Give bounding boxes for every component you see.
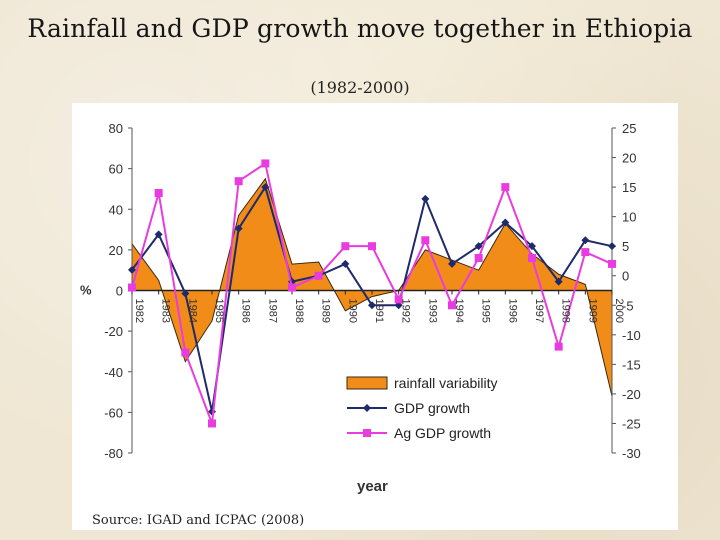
gdp-growth-point [368,301,376,310]
gdp-growth-point [554,277,563,286]
x-axis-year-label: 1998 [560,299,572,323]
gdp-growth-point [448,259,456,268]
x-axis-year-label: 1999 [586,299,598,323]
ag-gdp-growth-point [154,189,163,197]
ag-gdp-growth-point [261,159,270,168]
gdp-growth-point [501,218,510,227]
ag-gdp-growth-point [528,254,536,262]
gdp-growth-point [341,259,350,268]
x-axis-year-label: 1982 [133,299,145,323]
ag-gdp-growth-point [368,242,376,251]
left-axis-tick-label: -60 [104,405,123,420]
x-axis-year-label: 1994 [453,299,465,323]
gdp-growth-point [181,289,190,298]
gdp-growth-point [528,242,536,251]
chart-panel: 80 60 40 20 0 -20 -40 -60 -80 25 20 15 10 5 0 -5 -10 -15 -… [72,103,678,530]
x-axis-year-label: 1986 [240,299,252,323]
gdp-growth-point [581,236,590,245]
x-axis-label: year [357,478,388,495]
x-axis-year-label: 1989 [320,299,332,323]
x-axis-year-label: 1987 [266,299,278,323]
gdp-growth-point [421,194,430,203]
ag-gdp-growth-point [581,248,590,257]
left-axis-tick-label: 40 [109,202,123,217]
left-axis-tick-label: -80 [104,446,123,461]
legend-label-gdp-growth: GDP growth [394,400,470,416]
legend-marker-ag-gdp-growth [363,429,371,437]
gdp-growth-point [474,242,483,251]
x-axis-year-label: 1990 [346,299,358,323]
ag-gdp-growth-point [341,242,350,251]
x-axis-year-label: 1996 [506,299,518,323]
page-title: Rainfall and GDP growth move together in… [27,14,693,43]
ag-gdp-growth-point [128,283,136,292]
x-axis-year-label: 1992 [400,299,412,323]
ag-gdp-growth-point [608,259,616,268]
left-axis-tick-label: 20 [109,243,123,258]
ag-gdp-growth-point [314,271,323,280]
x-axis-year-label: 1985 [213,299,225,323]
right-axis-tick-label: -20 [622,387,641,402]
x-axis-year-label: 1997 [533,299,545,323]
right-axis-tick-label: 20 [622,151,636,166]
right-axis-tick-label: -15 [622,357,641,372]
legend-swatch-rainfall-variability [346,376,388,390]
x-axis-year-label: 1993 [426,299,438,323]
x-axis-year-label: 1995 [480,299,492,323]
gdp-growth-point [394,301,403,310]
left-axis-tick-label: 80 [109,121,123,136]
ag-gdp-growth-point [394,295,403,304]
right-axis-tick-label: -30 [622,446,641,461]
gdp-growth-point [608,242,616,251]
x-axis-year-label: 1991 [373,299,385,323]
right-axis-tick-label: -5 [622,298,634,313]
x-axis-year-label: 1984 [186,299,198,323]
ag-gdp-growth-point [554,342,563,351]
right-axis-tick-label: -25 [622,416,641,431]
ag-gdp-growth-point [288,283,296,292]
ag-gdp-growth-point [448,301,456,310]
left-axis-tick-label: 0 [116,284,123,299]
x-axis-year-label: 1988 [293,299,305,323]
left-axis-tick-label: -20 [104,324,123,339]
left-axis-tick-label: -40 [104,365,123,380]
x-axis-year-label: 2000 [613,299,625,323]
gdp-growth-point [234,224,243,233]
source-note: Source: IGAD and ICPAC (2008) [92,513,305,528]
right-axis-tick-label: 15 [622,180,636,195]
ag-gdp-growth-point [421,236,430,245]
y-axis-label: % [80,283,92,298]
ag-gdp-growth-point [474,254,483,262]
page-subtitle: (1982-2000) [310,78,410,97]
ag-gdp-growth-point [501,183,510,192]
ag-gdp-growth-point [208,419,216,428]
right-axis-tick-label: 10 [622,210,636,225]
legend-label-rainfall-variability: rainfall variability [394,375,497,391]
rainfall-variability-area [131,177,613,397]
right-axis-tick-label: 25 [622,121,636,136]
right-axis-tick-label: 5 [622,239,629,254]
legend-marker-gdp-growth [363,404,371,412]
ag-gdp-growth-point [234,177,243,186]
gdp-growth-point [261,183,270,192]
chart: 80 60 40 20 0 -20 -40 -60 -80 25 20 15 10 5 0 -5 -10 -15 -… [80,121,641,495]
legend-label-ag-gdp-growth: Ag GDP growth [394,425,491,441]
ag-gdp-growth-point [181,348,190,357]
left-axis-tick-label: 60 [109,162,123,177]
right-axis-tick-label: 0 [622,269,629,284]
x-axis-year-label: 1983 [160,299,172,323]
gdp-growth-point [128,265,136,274]
gdp-growth-point [154,230,163,239]
right-axis-tick-label: -10 [622,328,641,343]
